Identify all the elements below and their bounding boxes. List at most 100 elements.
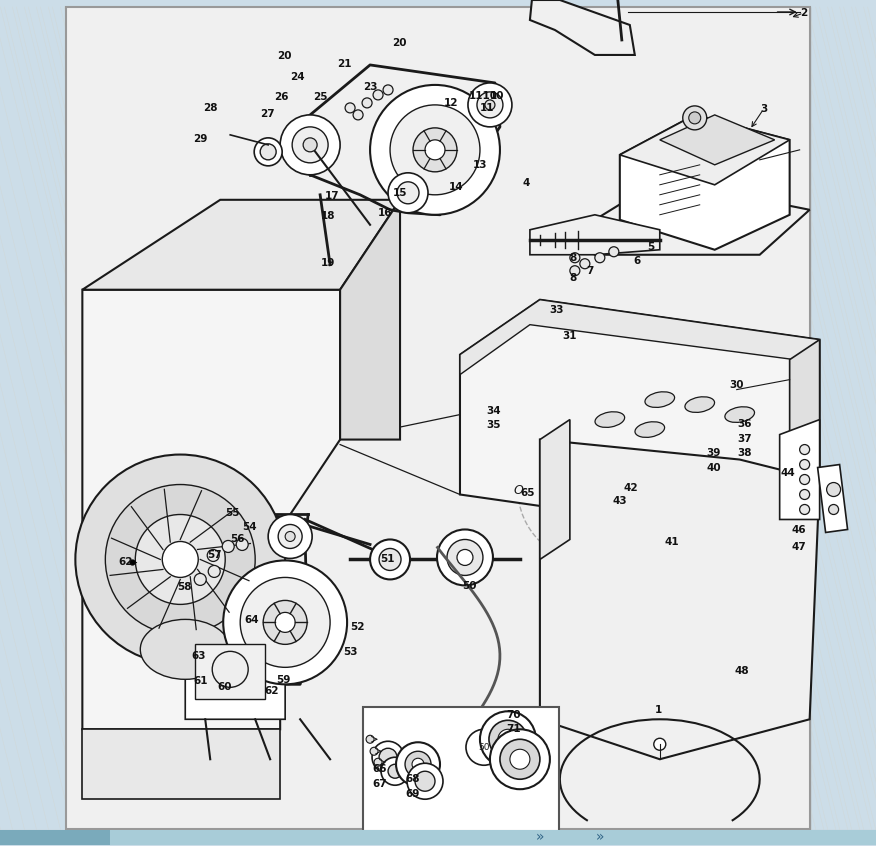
Text: 57: 57 bbox=[207, 551, 222, 560]
Text: 46: 46 bbox=[791, 525, 806, 536]
Text: 44: 44 bbox=[781, 468, 795, 477]
Polygon shape bbox=[82, 729, 280, 799]
Text: 31: 31 bbox=[562, 331, 577, 341]
Polygon shape bbox=[82, 289, 340, 729]
Polygon shape bbox=[620, 115, 789, 250]
Text: 19: 19 bbox=[321, 258, 336, 267]
Text: »: » bbox=[535, 830, 544, 844]
Ellipse shape bbox=[685, 397, 715, 412]
Circle shape bbox=[407, 763, 443, 799]
Text: 51: 51 bbox=[380, 554, 394, 564]
Bar bbox=[67, 7, 809, 829]
Polygon shape bbox=[82, 200, 400, 289]
Text: 12: 12 bbox=[444, 98, 458, 108]
Text: 42: 42 bbox=[624, 482, 638, 492]
Bar bbox=[0, 830, 110, 845]
Circle shape bbox=[292, 127, 328, 162]
Circle shape bbox=[498, 729, 518, 750]
Circle shape bbox=[447, 540, 483, 575]
Text: 24: 24 bbox=[290, 72, 305, 82]
Text: 17: 17 bbox=[325, 191, 339, 201]
Ellipse shape bbox=[595, 412, 625, 427]
Text: 39: 39 bbox=[707, 448, 721, 458]
Bar bbox=[0, 830, 876, 845]
Circle shape bbox=[162, 541, 198, 578]
Circle shape bbox=[208, 549, 219, 562]
Circle shape bbox=[240, 578, 330, 667]
Circle shape bbox=[396, 742, 440, 786]
Text: 37: 37 bbox=[738, 433, 752, 443]
Circle shape bbox=[466, 729, 502, 766]
Circle shape bbox=[383, 85, 393, 95]
Text: 26: 26 bbox=[274, 92, 288, 102]
Text: 20: 20 bbox=[277, 51, 292, 61]
Text: 29: 29 bbox=[193, 134, 208, 144]
Circle shape bbox=[412, 758, 424, 770]
Text: 8: 8 bbox=[569, 272, 576, 283]
Circle shape bbox=[286, 531, 295, 541]
Text: 4: 4 bbox=[522, 178, 530, 188]
Polygon shape bbox=[620, 115, 789, 184]
Text: 3: 3 bbox=[760, 104, 767, 114]
Polygon shape bbox=[540, 420, 570, 559]
Text: 64: 64 bbox=[245, 615, 259, 625]
Circle shape bbox=[75, 454, 286, 664]
Circle shape bbox=[374, 758, 382, 766]
Text: 60: 60 bbox=[217, 683, 231, 692]
Circle shape bbox=[105, 485, 255, 634]
Circle shape bbox=[609, 247, 618, 256]
Circle shape bbox=[388, 764, 402, 778]
Circle shape bbox=[370, 85, 500, 215]
Text: 65: 65 bbox=[520, 487, 535, 497]
Circle shape bbox=[279, 525, 302, 548]
Circle shape bbox=[500, 739, 540, 779]
Text: 54: 54 bbox=[242, 523, 257, 532]
Text: 62: 62 bbox=[264, 686, 279, 696]
Circle shape bbox=[595, 253, 604, 263]
Circle shape bbox=[366, 735, 374, 744]
Polygon shape bbox=[530, 215, 660, 255]
Text: 5: 5 bbox=[647, 242, 654, 252]
Polygon shape bbox=[460, 299, 820, 375]
Polygon shape bbox=[660, 115, 774, 165]
Polygon shape bbox=[340, 200, 400, 440]
Text: 70: 70 bbox=[506, 711, 521, 720]
Circle shape bbox=[275, 613, 295, 632]
Text: 20: 20 bbox=[392, 38, 406, 48]
Circle shape bbox=[425, 140, 445, 160]
Text: 1: 1 bbox=[655, 706, 662, 716]
Text: 40: 40 bbox=[706, 463, 721, 473]
Circle shape bbox=[682, 106, 707, 130]
Circle shape bbox=[223, 560, 347, 684]
Circle shape bbox=[510, 750, 530, 769]
Polygon shape bbox=[789, 339, 820, 480]
Text: 11: 11 bbox=[480, 103, 494, 113]
Text: O: O bbox=[514, 484, 524, 497]
Circle shape bbox=[570, 253, 580, 263]
Circle shape bbox=[390, 105, 480, 195]
Circle shape bbox=[827, 482, 841, 497]
Circle shape bbox=[489, 720, 526, 758]
Text: 7: 7 bbox=[586, 266, 594, 276]
Text: 36: 36 bbox=[738, 419, 752, 429]
Text: 2: 2 bbox=[800, 8, 808, 18]
Circle shape bbox=[345, 103, 355, 113]
Circle shape bbox=[457, 549, 473, 565]
Text: 58: 58 bbox=[177, 582, 192, 592]
Text: »: » bbox=[596, 830, 604, 844]
Circle shape bbox=[268, 514, 312, 558]
Circle shape bbox=[362, 98, 372, 108]
Circle shape bbox=[194, 574, 206, 585]
Polygon shape bbox=[460, 299, 820, 535]
Circle shape bbox=[480, 711, 536, 767]
Text: 61: 61 bbox=[193, 676, 208, 686]
Text: 67: 67 bbox=[373, 779, 387, 789]
Text: 8: 8 bbox=[569, 253, 576, 263]
Circle shape bbox=[370, 540, 410, 580]
Circle shape bbox=[280, 115, 340, 175]
Text: 16: 16 bbox=[378, 208, 392, 217]
Circle shape bbox=[135, 514, 225, 604]
Text: 63: 63 bbox=[191, 651, 206, 662]
Polygon shape bbox=[817, 464, 848, 532]
Text: 50: 50 bbox=[478, 743, 490, 752]
